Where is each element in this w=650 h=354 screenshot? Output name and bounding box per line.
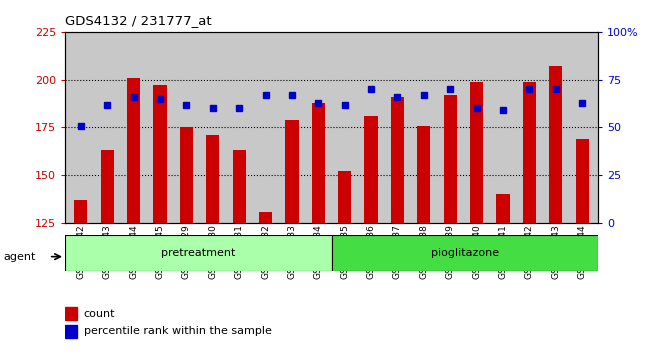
Bar xyxy=(575,139,589,223)
Bar xyxy=(365,116,378,223)
Bar xyxy=(332,235,598,271)
Bar xyxy=(65,307,77,320)
Bar xyxy=(391,97,404,223)
Bar xyxy=(74,200,88,223)
Bar xyxy=(233,150,246,223)
Bar xyxy=(285,120,298,223)
Bar xyxy=(180,127,193,223)
Bar xyxy=(206,135,219,223)
Text: count: count xyxy=(84,309,115,319)
Bar xyxy=(101,150,114,223)
Bar xyxy=(259,212,272,223)
Bar xyxy=(497,194,510,223)
Bar xyxy=(470,81,483,223)
Bar xyxy=(65,325,77,338)
Bar xyxy=(523,81,536,223)
Text: agent: agent xyxy=(3,252,36,262)
Text: percentile rank within the sample: percentile rank within the sample xyxy=(84,326,272,336)
Bar xyxy=(153,85,166,223)
Bar xyxy=(338,171,351,223)
Bar xyxy=(444,95,457,223)
Bar xyxy=(417,126,430,223)
Bar xyxy=(549,66,562,223)
Text: pretreatment: pretreatment xyxy=(161,248,235,258)
Text: GDS4132 / 231777_at: GDS4132 / 231777_at xyxy=(65,14,212,27)
Text: pioglitazone: pioglitazone xyxy=(431,248,499,258)
Bar xyxy=(127,78,140,223)
Bar xyxy=(65,235,332,271)
Bar xyxy=(312,103,325,223)
